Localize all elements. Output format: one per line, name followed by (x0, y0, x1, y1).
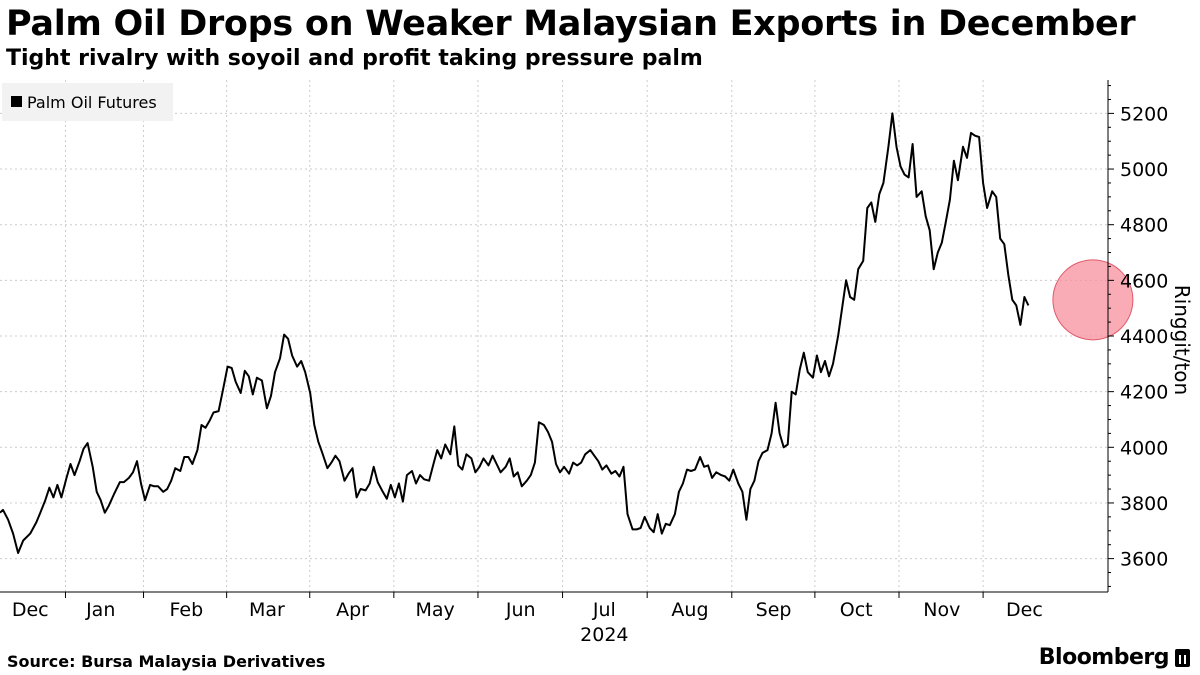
y-axis: 3600 3800 4000 4200 4400 4600 4800 5000 5200 (1107, 80, 1168, 592)
x-tick-label: Apr (336, 599, 369, 621)
x-tick-label: Oct (840, 599, 873, 621)
y-tick-label: 4400 (1120, 326, 1168, 348)
x-axis: Dec Jan Feb Mar Apr May Jun Jul Aug Sep Oct Nov Dec 2… (0, 591, 1108, 646)
y-tick-label: 4800 (1120, 215, 1168, 237)
x-tick-label: Jan (85, 599, 115, 621)
legend-label: Palm Oil Futures (27, 93, 157, 112)
x-year-label: 2024 (580, 624, 628, 646)
series-layer (0, 112, 1030, 554)
grid (0, 80, 1108, 592)
x-tick-label: Dec (1006, 599, 1043, 621)
series-line-palm-oil-futures (0, 112, 1030, 554)
y-tick-label: 4200 (1120, 382, 1168, 404)
y-tick-label: 4000 (1120, 437, 1168, 459)
x-tick-label: Jul (592, 599, 616, 621)
x-tick-label: Sep (756, 599, 792, 621)
x-tick-label: Jun (505, 599, 536, 621)
x-tick-label: Aug (671, 599, 708, 621)
highlight-layer (1052, 259, 1134, 341)
chart-title: Palm Oil Drops on Weaker Malaysian Expor… (6, 4, 1136, 44)
highlight-circle (1052, 259, 1134, 341)
chart-subtitle: Tight rivalry with soyoil and profit tak… (6, 46, 703, 71)
x-tick-label: Nov (923, 599, 960, 621)
legend-box (2, 83, 173, 121)
x-tick-label: Mar (249, 599, 285, 621)
brand-logo: Bloomberg (1039, 645, 1190, 670)
legend: Palm Oil Futures (2, 83, 173, 121)
y-tick-label: 5200 (1120, 103, 1168, 125)
y-tick-label: 3600 (1120, 549, 1168, 571)
x-tick-label: Dec (12, 599, 49, 621)
x-tick-label: May (416, 599, 455, 621)
y-tick-label: 3800 (1120, 493, 1168, 515)
y-axis-label: Ringgit/ton (1170, 285, 1194, 395)
bloomberg-mark-icon (1175, 648, 1190, 667)
source-note: Source: Bursa Malaysia Derivatives (7, 652, 326, 671)
legend-swatch (11, 96, 22, 107)
brand-wordmark: Bloomberg (1038, 645, 1170, 670)
y-tick-label: 5000 (1120, 159, 1168, 181)
y-tick-label: 4600 (1120, 270, 1168, 292)
x-tick-label: Feb (170, 599, 204, 621)
